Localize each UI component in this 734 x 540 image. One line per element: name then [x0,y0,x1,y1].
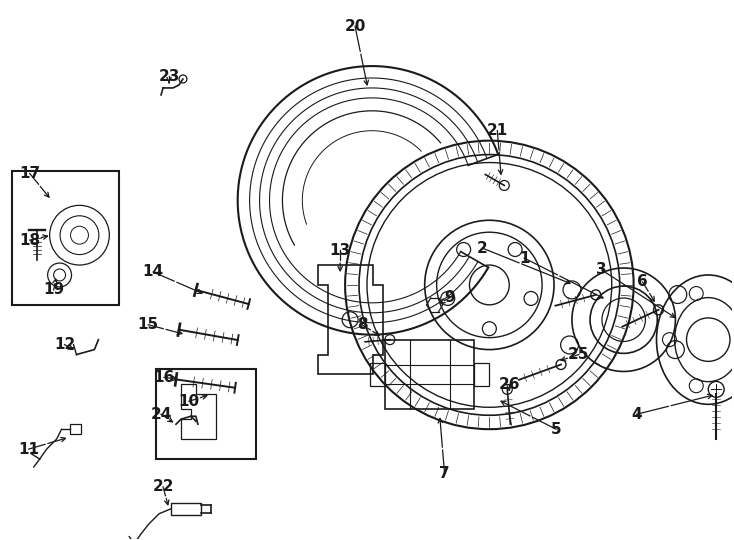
Bar [385,340,474,409]
Text: 17: 17 [19,166,40,181]
Text: 10: 10 [178,394,200,409]
Text: 7: 7 [439,467,450,482]
Text: 2: 2 [477,241,488,255]
Text: 25: 25 [568,347,589,362]
Text: 9: 9 [444,291,455,305]
Text: 16: 16 [153,370,175,385]
Text: 13: 13 [330,242,351,258]
Text: 14: 14 [142,265,164,280]
Text: 20: 20 [344,19,366,34]
Text: 4: 4 [631,407,642,422]
Text: 24: 24 [150,407,172,422]
Text: 23: 23 [159,69,180,84]
Text: 19: 19 [43,282,64,298]
Bar [474,362,490,387]
Text: 15: 15 [137,317,159,332]
Text: 12: 12 [54,337,75,352]
Text: 18: 18 [19,233,40,248]
Text: 6: 6 [637,274,648,289]
Text: 3: 3 [597,262,607,278]
Text: 11: 11 [18,442,39,457]
Bar [171,503,201,515]
Bar [156,369,255,459]
Bar [12,171,120,305]
Text: 1: 1 [519,251,529,266]
Text: 21: 21 [487,123,508,138]
Text: 8: 8 [357,317,367,332]
Text: 22: 22 [152,480,174,495]
Text: 26: 26 [498,377,520,392]
Bar [70,424,81,434]
Text: 5: 5 [550,422,562,437]
Bar [370,362,385,387]
